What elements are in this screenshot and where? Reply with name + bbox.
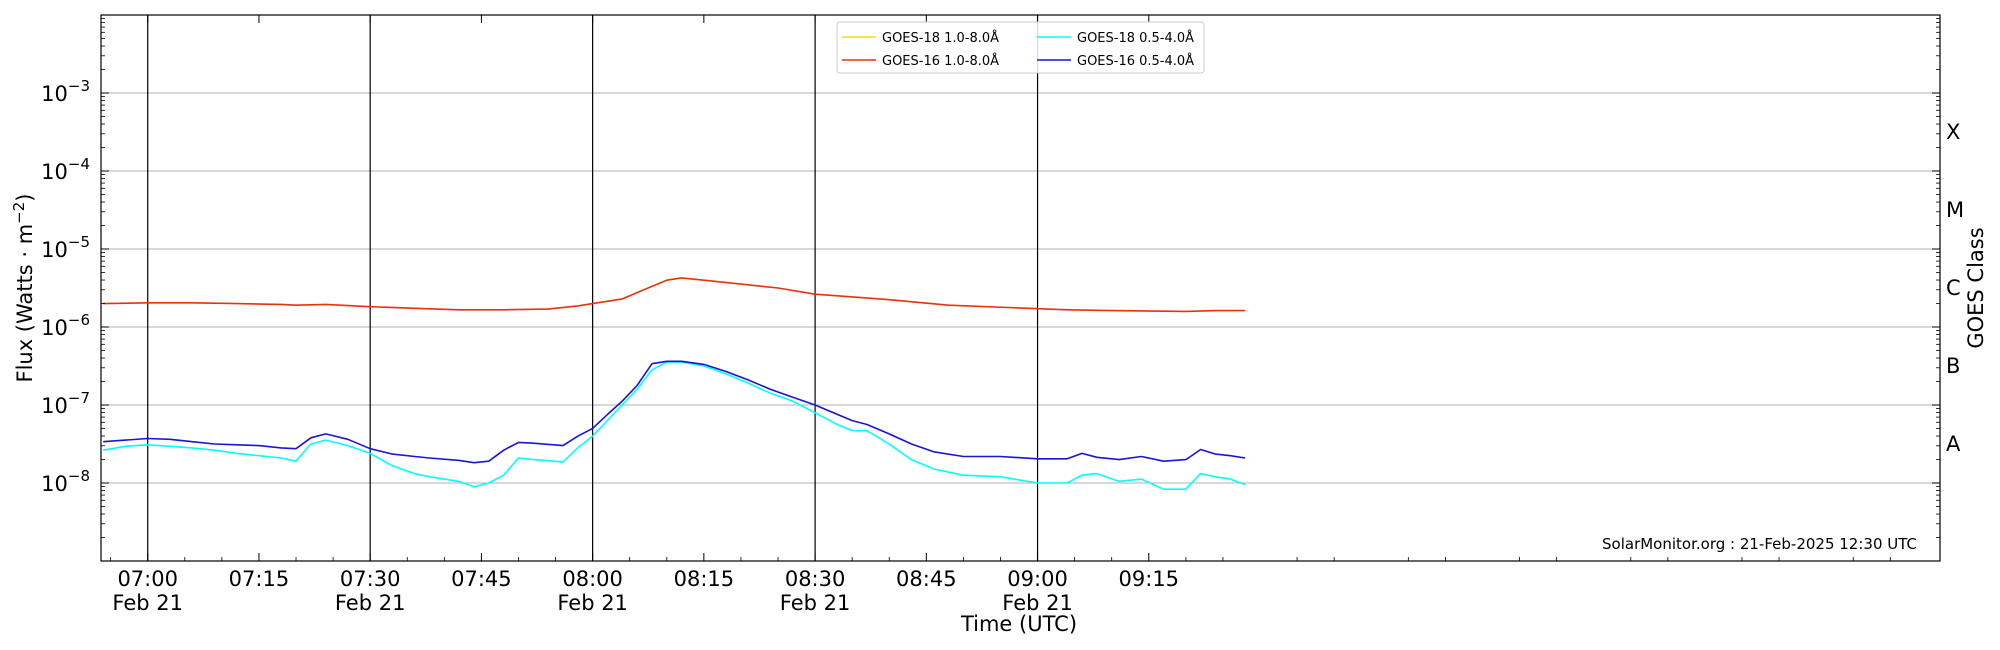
y-axis-ticks: 10−8 10−7 10−6 10−5 10−4 10−3	[41, 18, 1940, 538]
y-tick-label--4: 10−4	[41, 155, 90, 184]
x-tick-label-09:00: 09:00	[1007, 567, 1068, 591]
legend: GOES-18 1.0-8.0Å GOES-16 1.0-8.0Å GOES-18 …	[836, 21, 1205, 74]
y-tick-label--5: 10−5	[41, 233, 90, 262]
credit-text: SolarMonitor.org : 21-Feb-2025 12:30 UTC	[1602, 535, 1917, 553]
goes-class-C: C	[1946, 276, 1961, 300]
y-tick-label--3: 10−3	[41, 77, 90, 106]
legend-label-0: GOES-18 1.0-8.0Å	[882, 30, 999, 46]
x-tick-date-08:00: Feb 21	[557, 591, 628, 615]
x-tick-label-07:30: 07:30	[340, 567, 401, 591]
y-axis-title: Flux (Watts · m−2)	[10, 193, 37, 382]
y-tick-label--8: 10−8	[41, 467, 90, 496]
x-tick-label-08:30: 08:30	[785, 567, 846, 591]
y-tick-label--6: 10−6	[41, 311, 90, 340]
x-tick-label-09:15: 09:15	[1119, 567, 1180, 591]
plot-frame	[100, 14, 1941, 562]
legend-label-2: GOES-18 0.5-4.0Å	[1077, 30, 1194, 46]
x-tick-label-07:45: 07:45	[451, 567, 512, 591]
x-tick-label-07:15: 07:15	[229, 567, 290, 591]
x-tick-date-09:00: Feb 21	[1002, 591, 1073, 615]
goes-class-A: A	[1946, 432, 1961, 456]
x-tick-label-08:45: 08:45	[896, 567, 957, 591]
legend-label-3: GOES-16 0.5-4.0Å	[1077, 53, 1194, 69]
y-tick-label--7: 10−7	[41, 389, 90, 418]
goes-class-B: B	[1946, 354, 1960, 378]
x-tick-date-07:30: Feb 21	[335, 591, 406, 615]
y2-axis-title: GOES Class	[1964, 227, 1988, 348]
series-line-2	[103, 361, 1246, 490]
x-axis-title: Time (UTC)	[960, 612, 1077, 636]
series-line-1	[103, 277, 1246, 313]
day-marker-lines	[147, 15, 1039, 561]
goes-class-labels: A B C M X	[1946, 120, 1964, 456]
legend-label-1: GOES-16 1.0-8.0Å	[882, 53, 999, 69]
series-lines	[103, 277, 1246, 490]
x-tick-date-07:00: Feb 21	[112, 591, 183, 615]
goes-class-X: X	[1946, 120, 1960, 144]
x-tick-label-07:00: 07:00	[117, 567, 178, 591]
goes-class-M: M	[1946, 198, 1964, 222]
x-tick-label-08:00: 08:00	[562, 567, 623, 591]
legend-box	[836, 21, 1205, 74]
grid-lines	[101, 92, 1940, 484]
series-line-3	[103, 360, 1246, 464]
x-tick-label-08:15: 08:15	[674, 567, 735, 591]
x-tick-date-08:30: Feb 21	[780, 591, 851, 615]
